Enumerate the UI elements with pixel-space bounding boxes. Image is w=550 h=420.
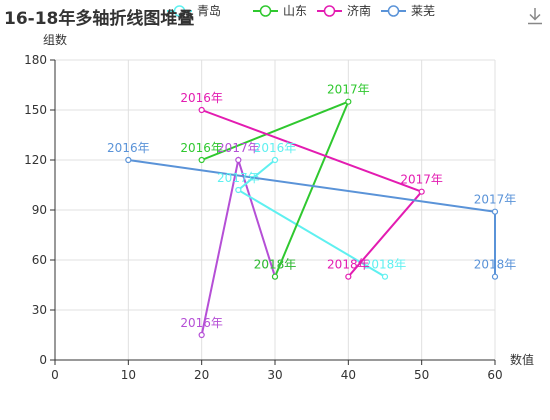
legend-marker	[173, 5, 186, 17]
data-label: 2017年	[474, 193, 517, 207]
data-point[interactable]	[198, 106, 205, 114]
x-axis-label: 数值	[510, 352, 534, 367]
data-point[interactable]	[345, 273, 352, 280]
axes: 0 10 20 30 40 50 60 0 30 60 90 120 150 180	[24, 53, 503, 382]
data-labels: 2016年2017年2018年2016年2017年2018年2016年2017年…	[107, 83, 516, 330]
legend-label: 山东	[283, 4, 307, 18]
x-tick-label: 40	[341, 368, 356, 382]
series-lines	[128, 99, 496, 336]
download-icon[interactable]	[526, 6, 544, 26]
data-point[interactable]	[125, 156, 132, 164]
x-tick-label: 30	[267, 368, 282, 382]
data-point[interactable]	[271, 156, 279, 164]
legend-label: 青岛	[197, 3, 221, 18]
y-tick-label: 180	[24, 53, 47, 67]
data-label: 2016年	[254, 141, 297, 155]
data-label: 2017年	[400, 173, 443, 187]
data-label: 2016年	[180, 316, 223, 330]
data-point[interactable]	[198, 331, 205, 339]
x-tick-label: 10	[121, 368, 136, 382]
data-label: 2017年	[217, 171, 260, 185]
data-points[interactable]	[125, 98, 499, 339]
legend-item[interactable]: 莱芜	[381, 4, 435, 18]
y-axis-label: 组数	[43, 32, 67, 47]
legend-marker	[323, 5, 336, 17]
data-point[interactable]	[491, 273, 499, 280]
x-tick-label: 20	[194, 368, 209, 382]
y-tick-label: 0	[39, 353, 47, 367]
y-tick-label: 60	[32, 253, 47, 267]
legend[interactable]: 青岛 山东 济南 莱芜	[167, 3, 435, 18]
data-label: 2017年	[327, 83, 370, 97]
data-point[interactable]	[235, 156, 242, 164]
data-label: 2018年	[474, 258, 517, 272]
legend-item[interactable]: 山东	[253, 4, 307, 18]
data-point[interactable]	[198, 156, 205, 164]
data-label: 2018年	[254, 258, 297, 272]
data-label: 2016年	[180, 91, 223, 105]
legend-item[interactable]: 青岛	[167, 3, 221, 18]
series-line	[200, 156, 276, 336]
grid	[55, 59, 496, 360]
data-point[interactable]	[345, 98, 352, 105]
data-label: 2016年	[180, 141, 223, 155]
chart-title: 16-18年多轴折线图堆叠	[4, 9, 195, 29]
x-tick-label: 0	[51, 368, 59, 382]
y-tick-label: 120	[24, 153, 47, 167]
legend-marker	[259, 5, 272, 17]
data-label: 2018年	[364, 258, 407, 272]
legend-label: 济南	[347, 3, 371, 18]
legend-marker	[387, 5, 400, 17]
y-tick-label: 150	[24, 103, 47, 117]
data-label: 2017年	[217, 141, 260, 155]
series-line	[201, 109, 424, 278]
legend-item[interactable]: 济南	[317, 3, 371, 18]
data-point[interactable]	[235, 186, 242, 194]
data-point[interactable]	[381, 273, 389, 280]
data-label: 2018年	[327, 258, 370, 272]
data-label: 2016年	[107, 141, 150, 155]
legend-label: 莱芜	[411, 4, 435, 18]
y-tick-label: 30	[32, 303, 47, 317]
data-point[interactable]	[271, 273, 279, 280]
data-label: 2018年	[254, 258, 297, 272]
x-tick-label: 60	[487, 368, 502, 382]
data-point[interactable]	[491, 208, 499, 215]
y-tick-label: 90	[32, 203, 47, 217]
data-point[interactable]	[418, 188, 425, 195]
x-tick-label: 50	[414, 368, 429, 382]
